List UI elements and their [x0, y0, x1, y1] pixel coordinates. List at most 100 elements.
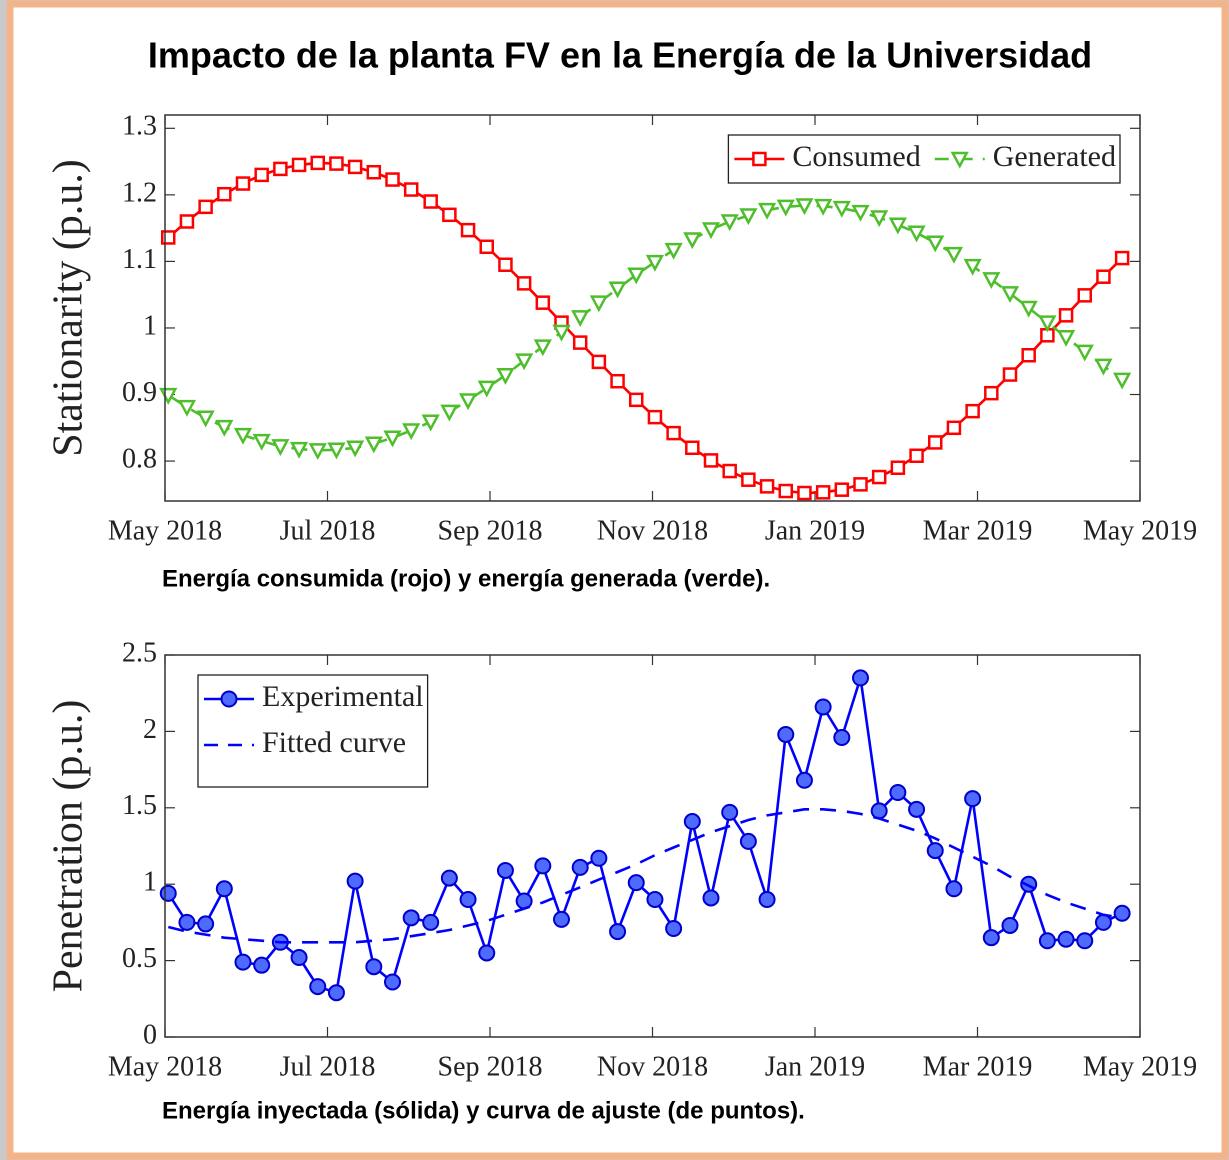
y-tick-label: 0.9: [122, 377, 157, 408]
data-point: [945, 880, 963, 898]
data-point: [832, 200, 851, 218]
data-point: [233, 427, 253, 445]
data-point: [944, 246, 964, 264]
data-point: [177, 399, 197, 417]
caption: Energía consumida (rojo) y energía gener…: [162, 565, 770, 592]
legend-box: [197, 674, 429, 788]
data-point: [778, 483, 793, 499]
data-point: [776, 199, 795, 217]
series-line: [167, 677, 1123, 995]
data-point: [215, 419, 234, 437]
y-tick-label: 1: [143, 867, 157, 898]
data-point: [1056, 330, 1076, 347]
data-point: [289, 441, 309, 459]
y-tick-label: 1.2: [122, 177, 157, 208]
x-tick-label: Jan 2019: [765, 515, 865, 546]
data-point: [853, 477, 868, 492]
data-point: [702, 889, 720, 907]
data-point: [572, 335, 588, 350]
x-tick-label: Sep 2018: [438, 515, 543, 546]
data-point: [254, 167, 269, 183]
data-point: [515, 353, 534, 371]
data-point: [423, 194, 438, 209]
data-point: [721, 803, 739, 821]
data-point: [291, 157, 307, 173]
data-point: [458, 393, 478, 411]
data-point: [664, 242, 683, 260]
data-point: [928, 435, 943, 450]
data-point: [477, 380, 496, 398]
data-point: [252, 433, 271, 451]
x-tick-label: May 2018: [108, 515, 222, 546]
data-point: [571, 310, 590, 327]
data-point: [440, 404, 459, 422]
data-point: [535, 295, 551, 310]
data-point: [215, 880, 233, 898]
data-point: [609, 923, 627, 941]
data-point: [1113, 904, 1131, 922]
data-point: [553, 910, 570, 928]
y-tick-label: 1: [143, 310, 157, 341]
data-point: [666, 425, 681, 441]
data-point: [1057, 930, 1075, 948]
data-point: [815, 485, 831, 500]
x-tick-label: Jan 2019: [765, 1051, 865, 1082]
data-point: [366, 164, 382, 180]
data-point: [178, 913, 196, 931]
data-point: [907, 225, 926, 243]
data-point: [965, 403, 980, 419]
data-point: [701, 222, 721, 240]
data-point: [795, 198, 814, 216]
data-point: [683, 232, 702, 250]
data-point: [1076, 932, 1094, 950]
data-point: [665, 920, 683, 938]
data-point: [442, 207, 457, 223]
series-line: [167, 204, 1123, 452]
data-point: [926, 842, 944, 860]
data-point: [309, 978, 327, 996]
data-point: [946, 420, 962, 436]
data-point: [627, 267, 646, 285]
x-tick-label: May 2019: [1083, 515, 1197, 546]
data-point: [814, 698, 832, 716]
y-axis-label: Penetration (p.u.): [46, 700, 92, 993]
data-point: [797, 485, 812, 501]
data-point: [496, 367, 515, 385]
data-point: [909, 448, 924, 463]
data-point: [685, 440, 700, 456]
legend-box: [727, 134, 1121, 184]
data-point: [440, 869, 458, 887]
series-line: [167, 808, 1123, 944]
data-point: [552, 324, 571, 342]
data-point: [253, 956, 271, 974]
data-point: [889, 784, 907, 802]
data-point: [1077, 288, 1092, 303]
data-point: [329, 156, 344, 171]
x-tick-label: Nov 2018: [597, 1051, 708, 1082]
data-point: [161, 230, 176, 245]
y-axis-label: Stationarity (p.u.): [46, 159, 92, 456]
x-tick-label: Mar 2019: [923, 1051, 1033, 1082]
data-point: [159, 884, 177, 902]
x-tick-label: Jul 2018: [280, 515, 376, 546]
data-point: [722, 463, 737, 479]
data-point: [833, 729, 851, 747]
data-point: [346, 440, 365, 458]
plot-frame: [164, 654, 1141, 1038]
data-point: [347, 159, 363, 175]
data-point: [235, 176, 251, 191]
data-point: [1002, 367, 1018, 382]
y-tick-label: 2.5: [122, 637, 157, 668]
data-point: [1001, 916, 1019, 934]
data-point: [777, 725, 795, 743]
page-title: Impacto de la planta FV en la Energía de…: [148, 35, 1092, 76]
data-point: [290, 949, 308, 967]
data-point: [1019, 300, 1038, 318]
data-point: [982, 929, 1000, 947]
data-point: [683, 813, 701, 831]
y-tick-label: 0.8: [122, 443, 157, 474]
data-point: [310, 155, 325, 171]
y-tick-label: 0.5: [122, 943, 157, 974]
data-point: [534, 857, 552, 875]
